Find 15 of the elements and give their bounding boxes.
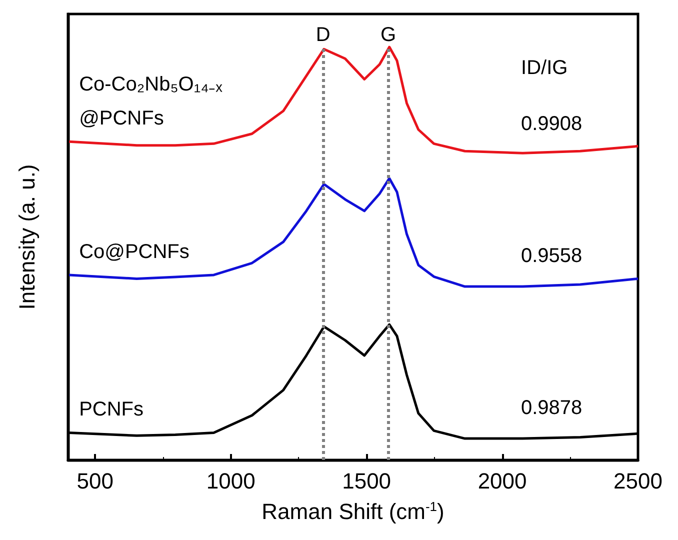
y-axis-title: Intensity (a. u.) (14, 164, 40, 310)
annotation: 0.9558 (521, 245, 582, 267)
annotation: 0.9908 (521, 113, 582, 135)
x-tick-label: 1500 (342, 468, 392, 494)
ref-line-label: G (380, 24, 396, 46)
series-label: PCNFs (79, 398, 144, 421)
series-label: Co-Co₂Nb₅O₁₄₋ₓ @PCNFs (79, 74, 223, 130)
series-label: Co@PCNFs (79, 240, 190, 263)
annotation: ID/IG (521, 57, 568, 79)
x-tick-label: 2500 (614, 468, 662, 494)
x-tick-label: 500 (76, 468, 114, 494)
ref-line-label: D (316, 24, 330, 46)
x-tick-label: 1000 (206, 468, 256, 494)
annotation: 0.9878 (521, 397, 582, 419)
x-tick-label: 2000 (478, 468, 527, 494)
